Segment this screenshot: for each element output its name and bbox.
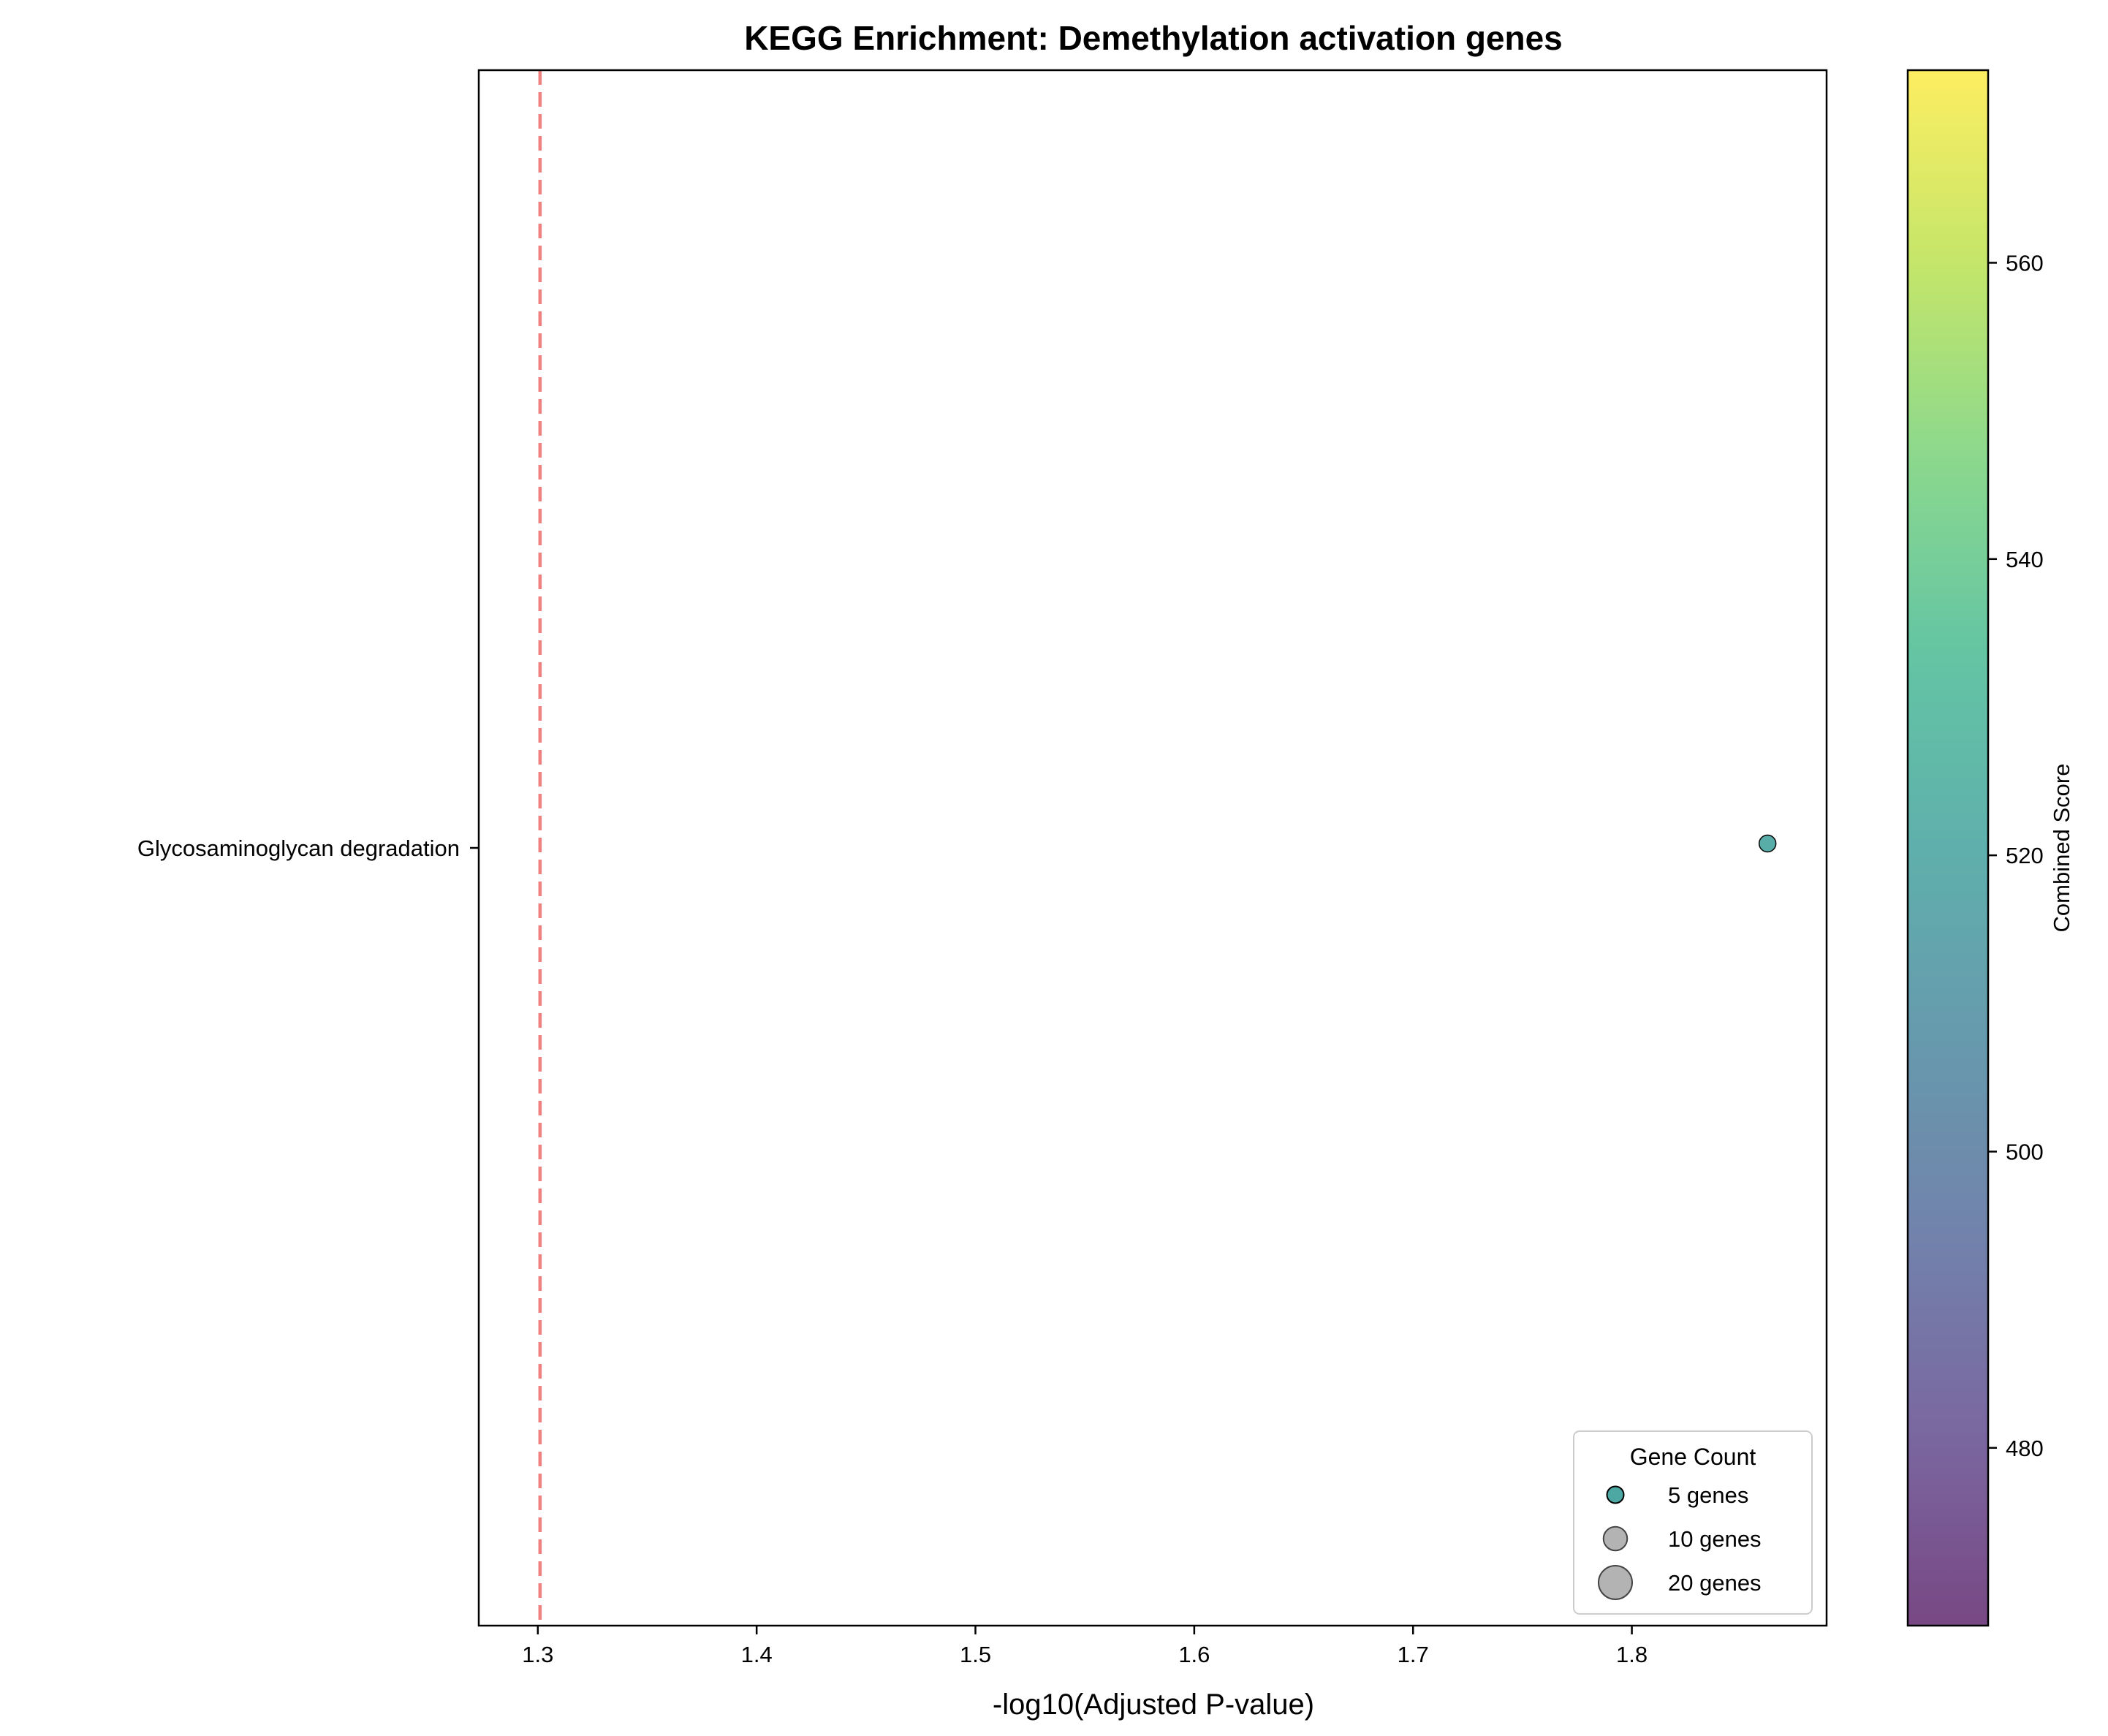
colorbar-gradient (1906, 69, 1990, 1627)
plot-frame (477, 69, 1828, 1627)
y-category-label: Glycosaminoglycan degradation (137, 835, 460, 861)
x-axis: 1.3 1.4 1.5 1.6 1.7 1.8 (522, 1626, 1648, 1667)
colorbar-tick-label: 480 (2006, 1436, 2044, 1461)
data-point (1758, 834, 1777, 853)
colorbar-tick-label: 560 (2006, 250, 2044, 276)
colorbar: 480 500 520 540 560 Combined Score (1906, 69, 2074, 1627)
legend-entry-label: 5 genes (1668, 1482, 1748, 1508)
plot-area (477, 69, 1828, 1627)
legend-marker (1606, 1485, 1625, 1504)
x-tick-label: 1.5 (960, 1642, 991, 1667)
x-tick-label: 1.8 (1616, 1642, 1648, 1667)
legend-title: Gene Count (1630, 1444, 1756, 1470)
x-tick-label: 1.7 (1398, 1642, 1429, 1667)
legend-entry-label: 10 genes (1668, 1526, 1762, 1552)
x-axis-label: -log10(Adjusted P-value) (993, 1688, 1314, 1721)
x-tick-label: 1.6 (1178, 1642, 1210, 1667)
legend: Gene Count 5 genes 10 genes 20 genes (1573, 1430, 1813, 1615)
legend-entry-label: 20 genes (1668, 1570, 1762, 1596)
y-axis: Glycosaminoglycan degradation (137, 835, 479, 861)
legend-marker (1602, 1525, 1629, 1552)
colorbar-tick-label: 520 (2006, 843, 2044, 868)
x-tick-label: 1.4 (741, 1642, 773, 1667)
x-tick-label: 1.3 (522, 1642, 553, 1667)
colorbar-tick-label: 500 (2006, 1139, 2044, 1164)
colorbar-label: Combined Score (2049, 764, 2074, 933)
legend-marker (1598, 1565, 1633, 1600)
legend-box (1573, 1430, 1813, 1615)
colorbar-tick-label: 540 (2006, 547, 2044, 572)
chart-title: KEGG Enrichment: Demethylation activatio… (744, 19, 1563, 57)
